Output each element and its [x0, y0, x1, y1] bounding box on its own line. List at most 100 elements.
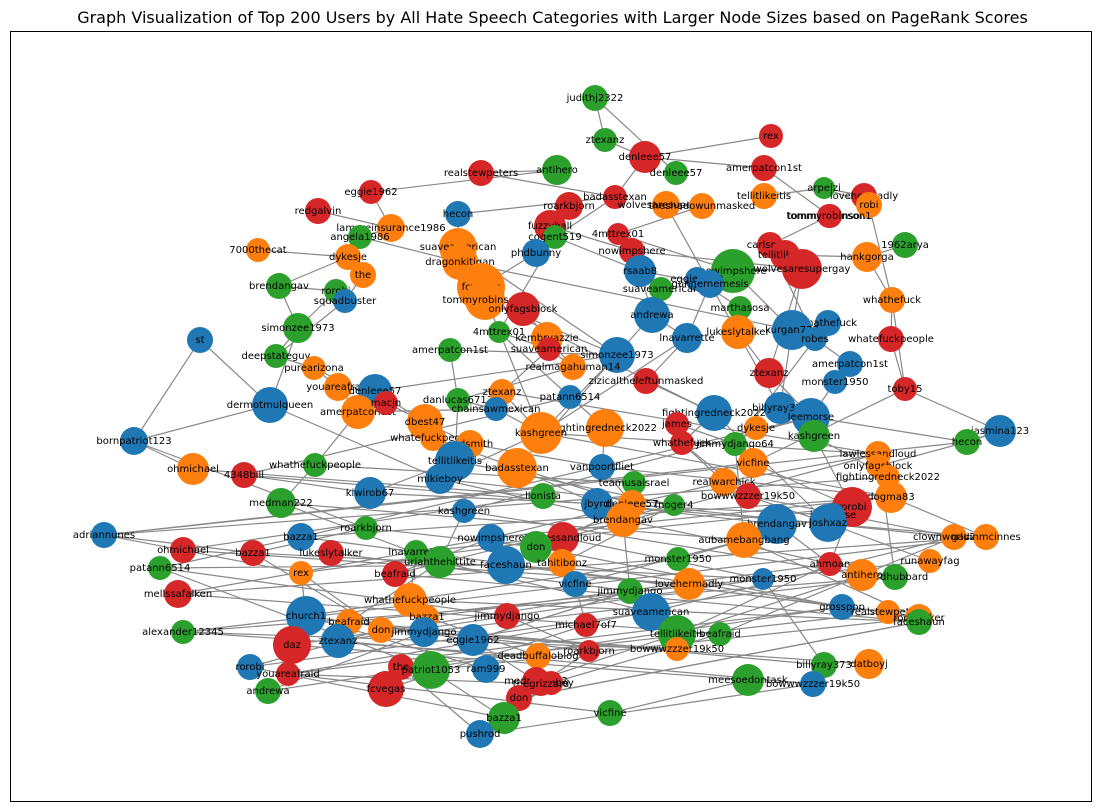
node-label: monster1950: [801, 377, 868, 388]
node-circle: [484, 397, 508, 421]
graph-node: realstewpeters: [444, 160, 518, 186]
node-label: tellitlikeitis: [428, 456, 482, 467]
graph-node: wolvesaresupergay: [754, 249, 851, 289]
node-circle: [335, 244, 361, 270]
node-circle: [624, 255, 656, 287]
node-circle: [289, 561, 313, 585]
graph-node: amerpatcon1st: [412, 338, 488, 362]
node-label: redgalvin: [295, 206, 342, 217]
graph-node: roarkbjorn: [340, 516, 392, 540]
node-layer: judithj2322 rex ztexanz denleee57 denleee57 a…: [73, 85, 1029, 748]
node-circle: [446, 388, 470, 412]
node-circle: [497, 448, 537, 488]
node-label: bowwwzzzer19k50: [766, 679, 860, 690]
graph-node: badasstexan: [485, 448, 549, 488]
graph-edge: [280, 502, 745, 541]
graph-node: hecon: [952, 429, 982, 455]
node-circle: [811, 652, 837, 678]
node-label: eggie1962: [344, 187, 397, 198]
graph-edge: [713, 412, 829, 524]
node-label: nowimpshere: [598, 246, 665, 257]
graph-node: vicfine: [737, 448, 769, 478]
node-circle: [170, 537, 196, 563]
node-circle: [581, 488, 613, 520]
node-circle: [283, 313, 313, 343]
node-circle: [266, 273, 292, 299]
graph-node: hankgorga: [840, 242, 894, 272]
node-circle: [286, 596, 326, 636]
graph-node: lawlessandloud: [525, 522, 601, 554]
graph-node: kiwirob67: [346, 477, 394, 509]
node-label: aubamebangbang: [698, 535, 789, 546]
node-circle: [246, 238, 270, 262]
graph-node: daz: [273, 626, 311, 664]
node-label: ram999: [466, 664, 505, 675]
graph-node: bowwwzzzer19k50: [630, 637, 724, 661]
node-label: whathefuck: [653, 438, 711, 449]
graph-node: lamereinsurance1986: [336, 214, 446, 242]
node-circle: [457, 624, 489, 656]
node-circle: [751, 183, 777, 209]
node-circle: [876, 600, 900, 624]
graph-node: thegrizzard: [513, 672, 569, 696]
node-circle: [823, 370, 847, 394]
graph-node: rorobi: [235, 654, 265, 680]
node-label: suaveamerican: [623, 284, 700, 295]
graph-node: judithj2322: [566, 85, 623, 111]
graph-node: michael7of7: [555, 613, 617, 637]
graph-node: dogma83: [867, 481, 915, 513]
node-label: jbyrd: [583, 499, 609, 510]
node-circle: [603, 185, 627, 209]
node-circle: [813, 177, 835, 199]
node-circle: [324, 373, 352, 401]
node-circle: [318, 540, 344, 566]
node-label: bazza1: [486, 713, 521, 724]
node-circle: [666, 547, 690, 571]
graph-edge: [644, 156, 765, 169]
graph-node: toby15: [887, 377, 923, 401]
graph-edge: [348, 561, 441, 623]
node-label: roarkbjorn: [340, 523, 392, 534]
node-circle: [629, 141, 661, 173]
plot-frame: [10, 31, 1092, 802]
node-circle: [984, 415, 1016, 447]
graph-edge: [472, 590, 631, 641]
node-circle: [751, 155, 777, 181]
node-label: danlucas6713: [423, 395, 493, 406]
node-circle: [303, 453, 327, 477]
graph-node: jbyrd: [581, 488, 613, 520]
graph-edge: [249, 629, 382, 668]
node-label: rex: [763, 131, 779, 142]
node-label: tellitlikeitis: [758, 250, 812, 261]
node-label: 4mttrex01: [592, 229, 644, 240]
node-circle: [494, 603, 520, 629]
graph-edge: [516, 467, 633, 505]
node-label: amerpatcon1st: [726, 163, 802, 174]
graph-node: patann6514: [130, 556, 190, 580]
graph-node: rex: [759, 124, 783, 148]
node-label: kashgreen: [515, 428, 567, 439]
node-label: whathefuckpeople: [269, 460, 361, 471]
node-label: monster1950: [644, 554, 711, 565]
node-circle: [438, 338, 462, 362]
graph-node: datboyj: [850, 649, 888, 679]
graph-node: dermotmulqueen: [227, 387, 313, 423]
graph-edge: [177, 593, 721, 635]
graph-node: patriot1053: [402, 651, 460, 689]
node-label: whathefuck: [863, 295, 921, 306]
graph-node: squadbuster: [314, 289, 377, 313]
graph-node: adriannunes: [73, 522, 135, 548]
node-label: lukeslytalker: [299, 548, 363, 559]
node-circle: [854, 649, 884, 679]
graph-node: onlyfagsblock: [489, 292, 558, 326]
graph-node: kashgreen: [788, 420, 840, 452]
node-label: purearizona: [284, 363, 344, 374]
graph-edge: [243, 474, 371, 494]
graph-edge: [463, 510, 863, 576]
node-circle: [689, 193, 715, 219]
graph-node: purearizona: [284, 356, 344, 380]
graph-node: billyray373: [796, 652, 852, 678]
node-circle: [728, 296, 752, 320]
node-label: jimmydjango: [596, 586, 662, 597]
node-circle: [882, 564, 908, 590]
